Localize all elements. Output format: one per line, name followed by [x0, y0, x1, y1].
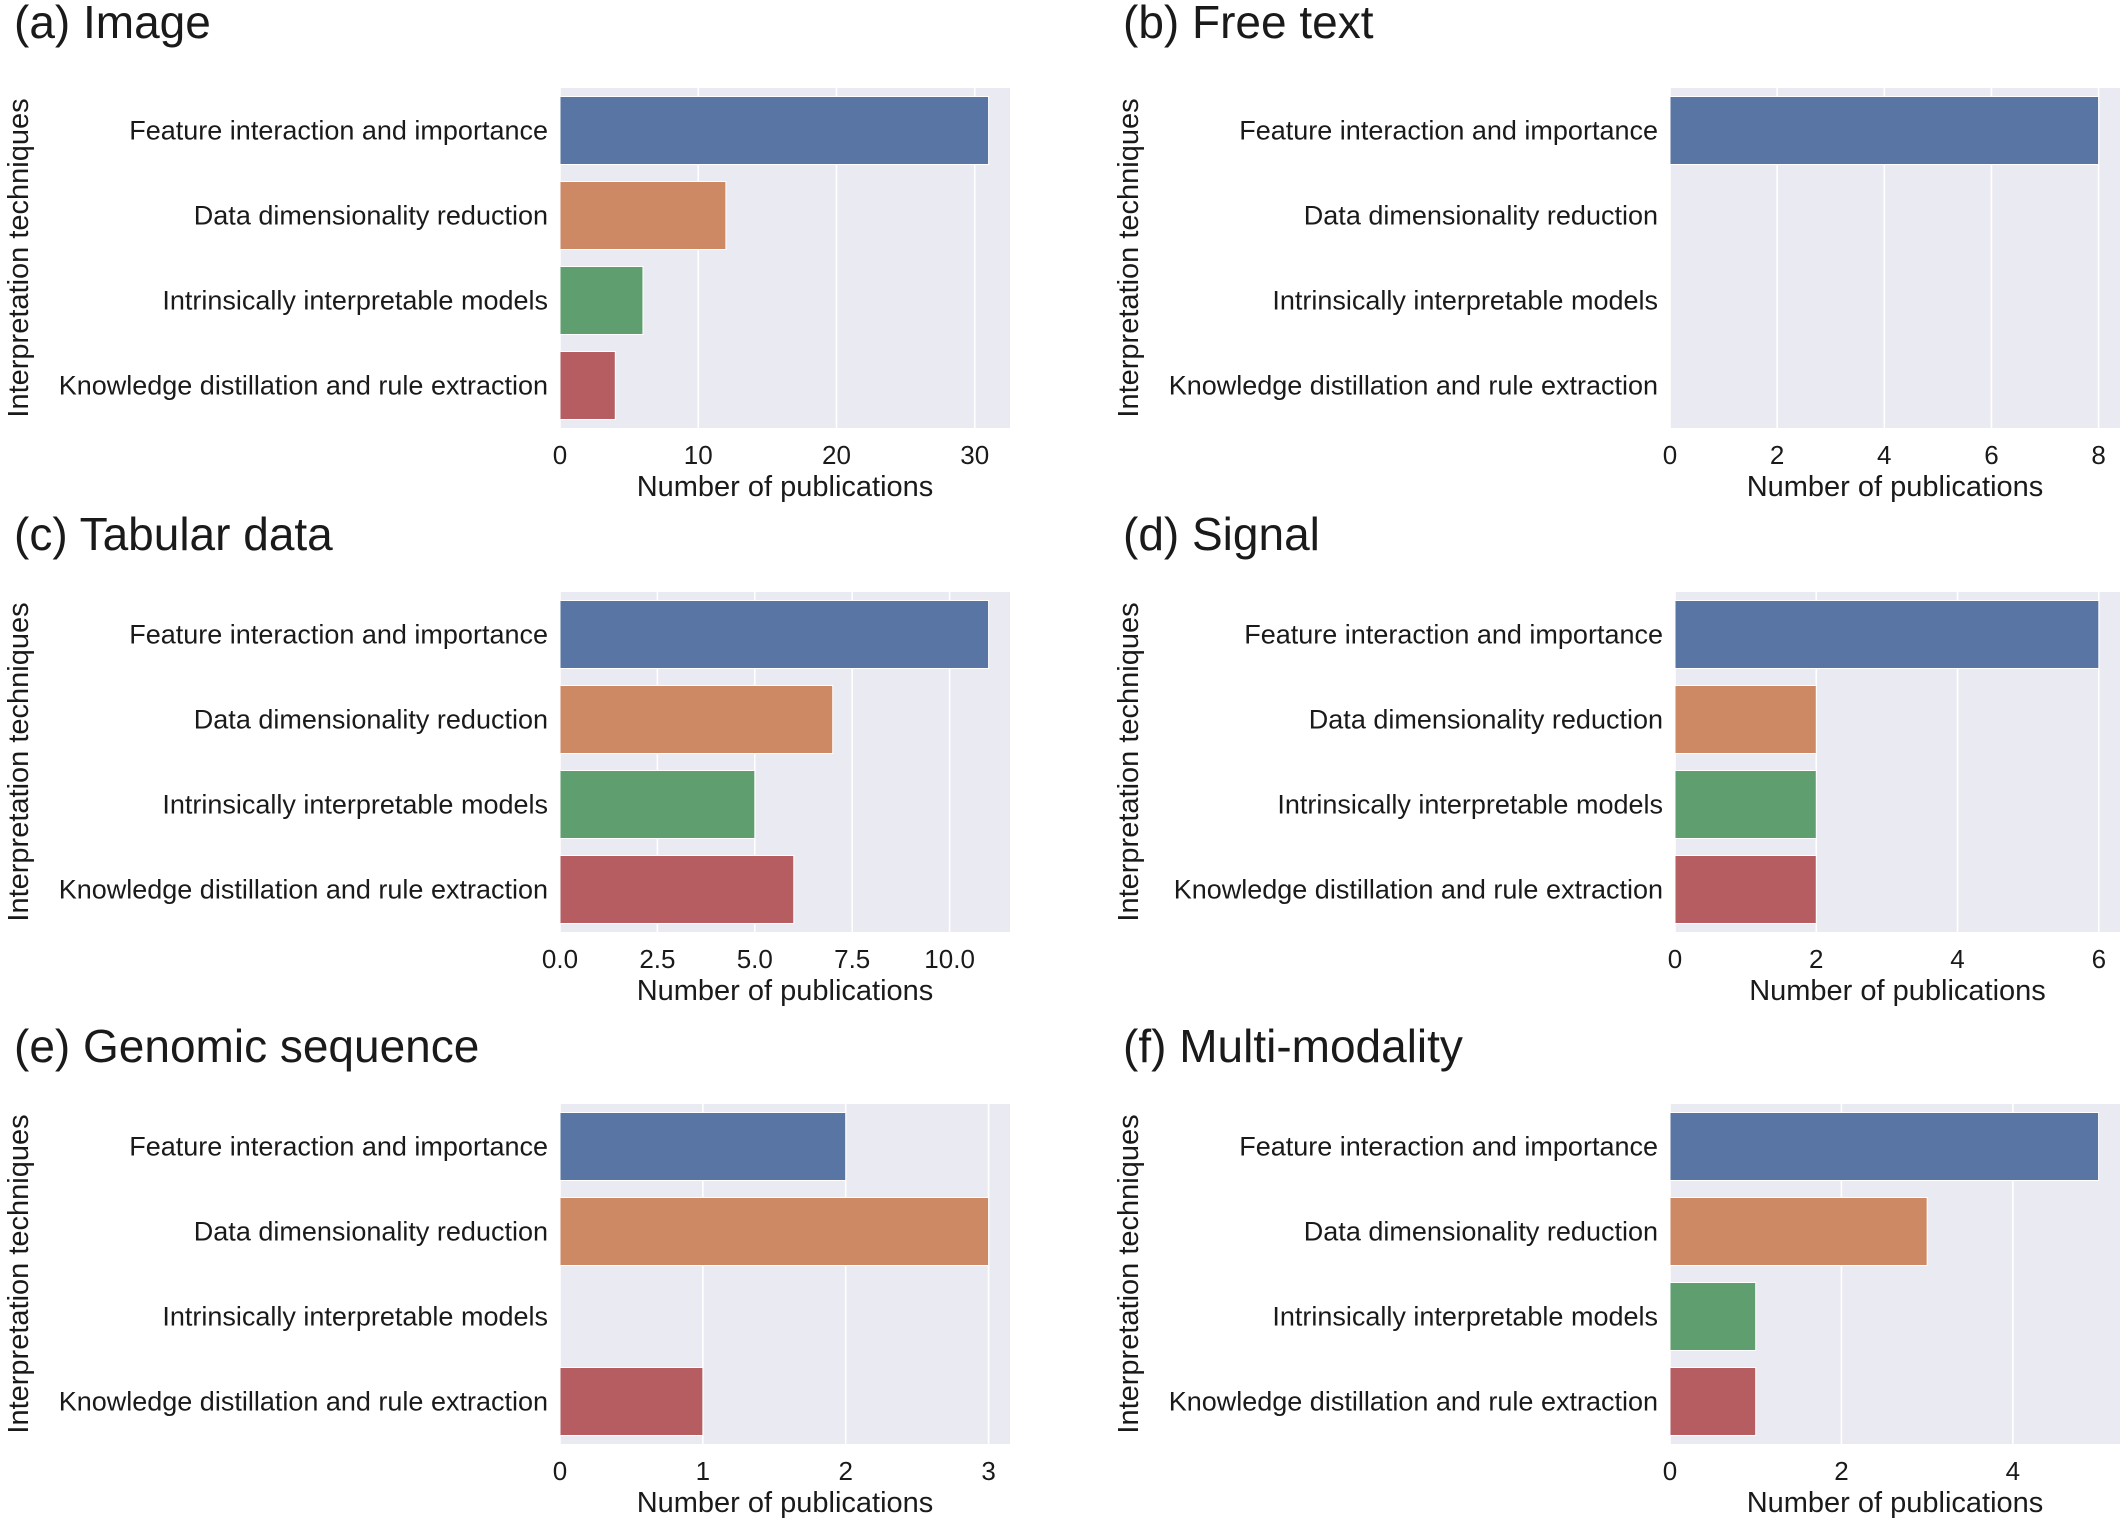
- bar: [559, 600, 990, 669]
- y-axis-label: Interpretation techniques: [1113, 1114, 1145, 1433]
- x-tick-label: 10: [684, 440, 713, 470]
- x-tick-label: 6: [1984, 440, 1998, 470]
- category-label: Knowledge distillation and rule extracti…: [1169, 1387, 1658, 1417]
- category-label: Feature interaction and importance: [1239, 1132, 1658, 1162]
- x-tick-label: 0: [553, 440, 567, 470]
- x-tick-label: 0: [553, 1456, 567, 1486]
- bar: [559, 181, 727, 250]
- category-label: Knowledge distillation and rule extracti…: [1174, 875, 1663, 905]
- bar: [1674, 770, 1817, 839]
- x-tick-label: 0: [1663, 440, 1677, 470]
- x-tick-label: 0: [1668, 944, 1682, 974]
- category-label: Feature interaction and importance: [129, 1132, 548, 1162]
- panel-3: (c) Tabular data Feature interaction and …: [3, 508, 1010, 1007]
- x-tick-label: 8: [2091, 440, 2105, 470]
- category-label: Knowledge distillation and rule extracti…: [59, 371, 548, 401]
- x-tick-label: 4: [1877, 440, 1891, 470]
- x-tick-label: 30: [960, 440, 989, 470]
- category-label: Data dimensionality reduction: [1304, 201, 1658, 231]
- x-tick-label: 3: [981, 1456, 995, 1486]
- x-tick-label: 20: [822, 440, 851, 470]
- panel-title: (a) Image: [14, 0, 211, 48]
- bar: [1669, 96, 2100, 165]
- y-axis-label: Interpretation techniques: [3, 602, 35, 921]
- category-label: Intrinsically interpretable models: [162, 790, 548, 820]
- panel-1: (a) Image Feature interaction and importa…: [3, 0, 1010, 503]
- bar: [1674, 600, 2100, 669]
- x-axis-label: Number of publications: [1749, 975, 2046, 1007]
- bar: [1674, 685, 1817, 754]
- bar: [559, 855, 795, 924]
- y-axis-label: Interpretation techniques: [3, 98, 35, 417]
- panel-4: (d) Signal Feature interaction and import…: [1113, 508, 2120, 1007]
- panel-5: (e) Genomic sequence Feature interaction …: [3, 1020, 1010, 1519]
- category-label: Data dimensionality reduction: [194, 1217, 548, 1247]
- category-label: Knowledge distillation and rule extracti…: [1169, 371, 1658, 401]
- category-label: Data dimensionality reduction: [1309, 705, 1663, 735]
- category-label: Intrinsically interpretable models: [162, 1302, 548, 1332]
- x-tick-label: 4: [1950, 944, 1964, 974]
- x-axis-label: Number of publications: [637, 1487, 934, 1519]
- category-label: Knowledge distillation and rule extracti…: [59, 875, 548, 905]
- category-label: Data dimensionality reduction: [194, 201, 548, 231]
- x-tick-label: 5.0: [737, 944, 773, 974]
- x-tick-label: 2.5: [639, 944, 675, 974]
- bar: [559, 266, 644, 335]
- bar: [1669, 1197, 1928, 1266]
- category-label: Intrinsically interpretable models: [162, 286, 548, 316]
- x-axis-label: Number of publications: [637, 471, 934, 503]
- x-tick-label: 4: [2006, 1456, 2020, 1486]
- x-tick-label: 0: [1663, 1456, 1677, 1486]
- x-tick-label: 7.5: [834, 944, 870, 974]
- bar: [1669, 1367, 1757, 1436]
- category-label: Feature interaction and importance: [1244, 620, 1663, 650]
- panel-6: (f) Multi-modality Feature interaction an…: [1113, 1020, 2120, 1519]
- bar: [559, 1197, 990, 1266]
- x-tick-label: 2: [1809, 944, 1823, 974]
- panel-title: (e) Genomic sequence: [14, 1020, 479, 1072]
- bar: [559, 96, 990, 165]
- x-tick-label: 2: [838, 1456, 852, 1486]
- x-axis-label: Number of publications: [637, 975, 934, 1007]
- panel-title: (f) Multi-modality: [1123, 1020, 1463, 1072]
- y-axis-label: Interpretation techniques: [1113, 602, 1145, 921]
- bar: [1674, 855, 1817, 924]
- category-label: Data dimensionality reduction: [194, 705, 548, 735]
- category-label: Feature interaction and importance: [129, 116, 548, 146]
- x-axis-label: Number of publications: [1747, 1487, 2044, 1519]
- x-tick-label: 10.0: [924, 944, 975, 974]
- bar: [1669, 1112, 2100, 1181]
- panel-2: (b) Free text Feature interaction and imp…: [1113, 0, 2120, 503]
- bar: [559, 1367, 704, 1436]
- category-label: Feature interaction and importance: [1239, 116, 1658, 146]
- bar: [559, 770, 756, 839]
- y-axis-label: Interpretation techniques: [3, 1114, 35, 1433]
- x-tick-label: 6: [2092, 944, 2106, 974]
- category-label: Intrinsically interpretable models: [1272, 1302, 1658, 1332]
- panel-title: (b) Free text: [1123, 0, 1374, 48]
- bar: [559, 685, 834, 754]
- category-label: Data dimensionality reduction: [1304, 1217, 1658, 1247]
- x-tick-label: 1: [696, 1456, 710, 1486]
- x-axis-label: Number of publications: [1747, 471, 2044, 503]
- category-label: Intrinsically interpretable models: [1272, 286, 1658, 316]
- panel-title: (c) Tabular data: [14, 508, 333, 560]
- x-tick-label: 0.0: [542, 944, 578, 974]
- category-label: Feature interaction and importance: [129, 620, 548, 650]
- x-tick-label: 2: [1770, 440, 1784, 470]
- bar: [559, 1112, 847, 1181]
- x-tick-label: 2: [1834, 1456, 1848, 1486]
- panel-title: (d) Signal: [1123, 508, 1320, 560]
- bar: [559, 351, 616, 420]
- y-axis-label: Interpretation techniques: [1113, 98, 1145, 417]
- category-label: Knowledge distillation and rule extracti…: [59, 1387, 548, 1417]
- category-label: Intrinsically interpretable models: [1277, 790, 1663, 820]
- bar: [1669, 1282, 1757, 1351]
